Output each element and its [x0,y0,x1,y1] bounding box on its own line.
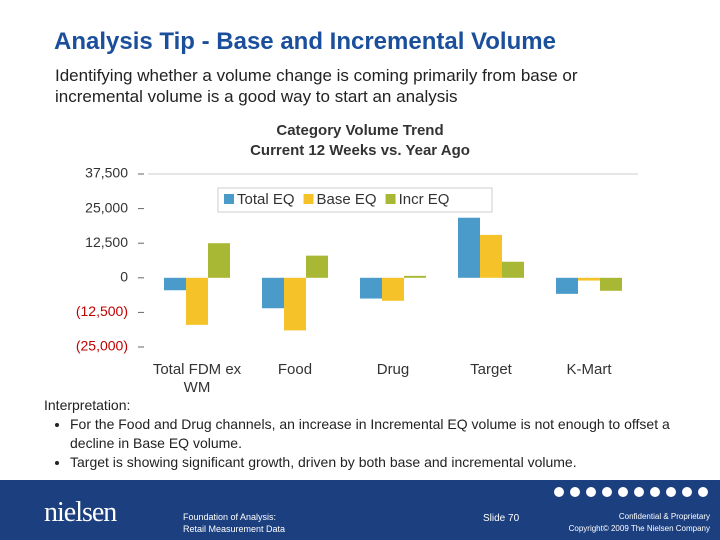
course-line: Retail Measurement Data [183,524,286,534]
bar [556,277,578,294]
footer-bar [0,480,720,540]
bar [360,277,382,299]
slide-number: Slide 70 [483,513,520,524]
slide-title: Analysis Tip - Base and Incremental Volu… [54,28,556,55]
interpretation: Interpretation: For the Food and Drug ch… [44,396,694,472]
legend-label: Incr EQ [399,191,450,208]
bar [306,255,328,278]
x-tick-label: Drug [376,361,410,378]
y-tick-label: 12,500 [85,234,128,250]
interpretation-heading: Interpretation: [44,397,131,413]
x-tick-label: Target [470,361,512,378]
legend-swatch [303,194,314,204]
legal: Confidential & Proprietary Copyright© 20… [540,511,710,535]
bullet: Target is showing significant growth, dr… [70,453,694,472]
bar [480,234,502,278]
legend-box [217,187,493,213]
bar [208,243,230,278]
legend-swatch [385,194,396,204]
legend-label: Total EQ [237,191,295,208]
bar [600,277,622,291]
x-tick-label: K-Mart [566,361,612,378]
bullet-list: For the Food and Drug channels, an incre… [44,415,694,472]
course-info: Foundation of Analysis: Retail Measureme… [183,511,285,535]
legal-line: Confidential & Proprietary [618,512,710,521]
y-tick-label: 0 [120,269,128,285]
y-tick-label: 25,000 [85,199,128,215]
intro-text: Identifying whether a volume change is c… [55,66,578,106]
logo: nielsen [44,497,117,528]
legal-line: Copyright© 2009 The Nielsen Company [568,524,710,533]
chart-titles: Category Volume Trend Current 12 Weeks v… [200,121,520,161]
y-tick-label: 37,500 [85,165,128,181]
chart-title: Category Volume Trend [276,122,444,139]
chart: (25,000) (12,500) 0 12,500 25,000 37,500 Total… [76,165,638,354]
bar [404,275,426,278]
x-tick-label: Food [277,361,313,378]
bar [578,277,600,281]
bar [284,277,306,331]
bar [262,277,284,309]
legend: Total EQ Base EQ Incr EQ [217,187,493,213]
y-tick-label: (25,000) [76,338,128,354]
y-tick-label: (12,500) [76,303,128,319]
legend-swatch [224,194,234,204]
bar [164,277,186,291]
bullet: For the Food and Drug channels, an incre… [70,415,694,453]
footer-dots [554,487,708,497]
bar [502,261,524,278]
bar [458,217,480,278]
x-tick-label: Total FDM ex WM [152,361,242,396]
bar [382,277,404,301]
course-line: Foundation of Analysis: [183,512,277,522]
bar [186,277,208,325]
chart-subtitle: Current 12 Weeks vs. Year Ago [250,142,470,159]
legend-label: Base EQ [317,191,377,208]
